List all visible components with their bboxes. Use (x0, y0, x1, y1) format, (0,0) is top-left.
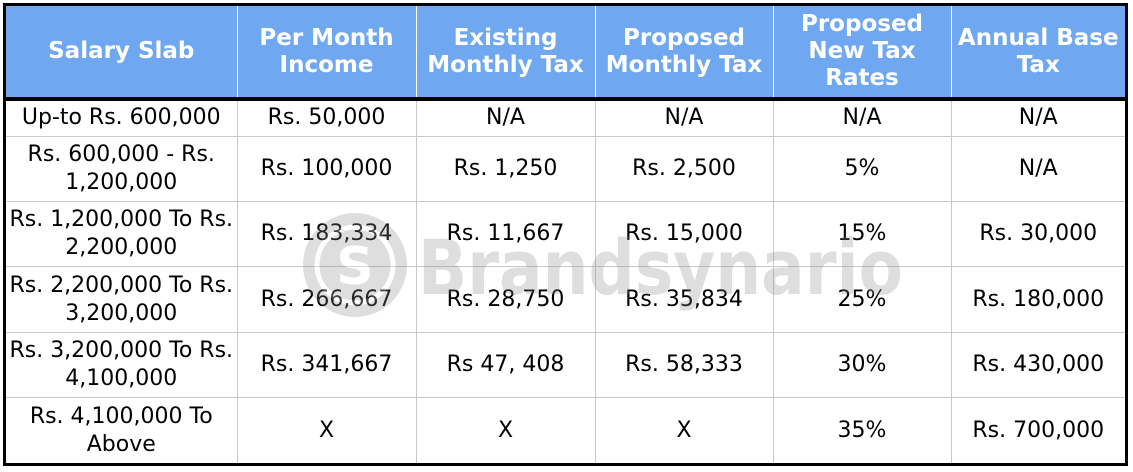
cell-per-month-income: Rs. 341,667 (236, 331, 417, 399)
cell-existing-monthly-tax: Rs. 28,750 (415, 266, 596, 333)
cell-proposed-monthly-tax: Rs. 2,500 (594, 135, 774, 203)
cell-salary-slab: Rs. 3,200,000 To Rs. 4,100,000 (6, 331, 238, 399)
cell-proposed-monthly-tax: Rs. 58,333 (594, 331, 774, 399)
cell-annual-base-tax: Rs. 30,000 (950, 201, 1125, 268)
cell-existing-monthly-tax: Rs. 1,250 (415, 135, 596, 203)
table-row: Rs. 2,200,000 To Rs. 3,200,000 Rs. 266,6… (6, 266, 1125, 333)
table-body: Up-to Rs. 600,000 Rs. 50,000 N/A N/A N/A… (6, 98, 1125, 463)
cell-existing-monthly-tax: X (415, 397, 596, 463)
cell-proposed-tax-rate: 25% (772, 266, 952, 333)
cell-annual-base-tax: N/A (950, 135, 1125, 203)
cell-per-month-income: X (236, 397, 417, 463)
tax-table-frame: Salary Slab Per Month Income Existing Mo… (3, 3, 1128, 466)
cell-annual-base-tax: Rs. 180,000 (950, 266, 1125, 333)
cell-per-month-income: Rs. 183,334 (236, 201, 417, 268)
table-header: Salary Slab Per Month Income Existing Mo… (6, 6, 1125, 101)
cell-salary-slab: Rs. 2,200,000 To Rs. 3,200,000 (6, 266, 238, 333)
cell-proposed-tax-rate: 5% (772, 135, 952, 203)
cell-salary-slab: Up-to Rs. 600,000 (6, 98, 238, 137)
cell-annual-base-tax: N/A (950, 98, 1125, 137)
table-row: Rs. 1,200,000 To Rs. 2,200,000 Rs. 183,3… (6, 201, 1125, 268)
cell-proposed-monthly-tax: X (594, 397, 774, 463)
cell-existing-monthly-tax: N/A (415, 98, 596, 137)
cell-proposed-tax-rate: 30% (772, 331, 952, 399)
cell-proposed-tax-rate: 15% (772, 201, 952, 268)
header-per-month-income: Per Month Income (236, 6, 417, 101)
cell-salary-slab: Rs. 600,000 - Rs. 1,200,000 (6, 135, 238, 203)
cell-proposed-monthly-tax: Rs. 35,834 (594, 266, 774, 333)
cell-existing-monthly-tax: Rs. 11,667 (415, 201, 596, 268)
header-annual-base-tax: Annual Base Tax (950, 6, 1125, 101)
header-existing-monthly-tax: Existing Monthly Tax (415, 6, 596, 101)
cell-per-month-income: Rs. 50,000 (236, 98, 417, 137)
cell-proposed-monthly-tax: Rs. 15,000 (594, 201, 774, 268)
header-row: Salary Slab Per Month Income Existing Mo… (6, 6, 1125, 101)
cell-proposed-monthly-tax: N/A (594, 98, 774, 137)
cell-per-month-income: Rs. 266,667 (236, 266, 417, 333)
cell-annual-base-tax: Rs. 700,000 (950, 397, 1125, 463)
header-proposed-new-tax-rates: Proposed New Tax Rates (772, 6, 952, 101)
cell-annual-base-tax: Rs. 430,000 (950, 331, 1125, 399)
cell-salary-slab: Rs. 1,200,000 To Rs. 2,200,000 (6, 201, 238, 268)
header-proposed-monthly-tax: Proposed Monthly Tax (594, 6, 774, 101)
cell-per-month-income: Rs. 100,000 (236, 135, 417, 203)
table-row: Up-to Rs. 600,000 Rs. 50,000 N/A N/A N/A… (6, 98, 1125, 137)
table-row: Rs. 600,000 - Rs. 1,200,000 Rs. 100,000 … (6, 135, 1125, 203)
cell-existing-monthly-tax: Rs 47, 408 (415, 331, 596, 399)
table-row: Rs. 3,200,000 To Rs. 4,100,000 Rs. 341,6… (6, 331, 1125, 399)
cell-salary-slab: Rs. 4,100,000 To Above (6, 397, 238, 463)
tax-slab-table: Salary Slab Per Month Income Existing Mo… (6, 6, 1125, 463)
header-salary-slab: Salary Slab (6, 6, 238, 101)
cell-proposed-tax-rate: N/A (772, 98, 952, 137)
cell-proposed-tax-rate: 35% (772, 397, 952, 463)
table-row: Rs. 4,100,000 To Above X X X 35% Rs. 700… (6, 397, 1125, 463)
